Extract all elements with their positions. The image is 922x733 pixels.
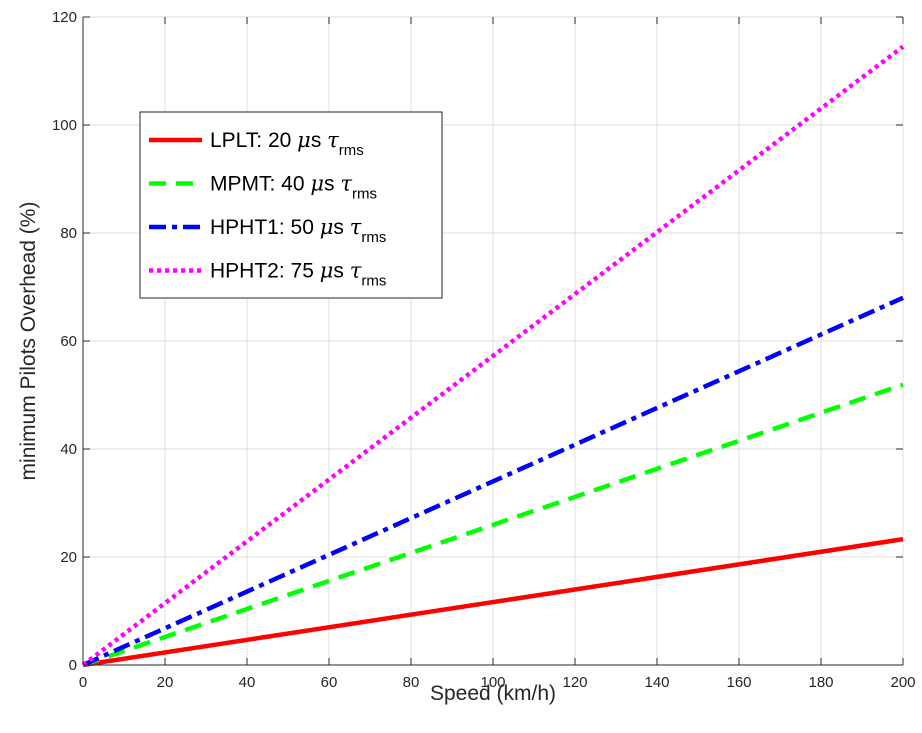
legend-box [139, 111, 443, 299]
legend-label-1: LPLT: 20 μs τrms [210, 128, 364, 159]
tick-labels: 0 20 40 60 80 100 120 140 160 180 200 0 20 40 60 80 100 1… [52, 9, 916, 691]
legend-unit-text: s [311, 129, 327, 152]
legend-label-3: HPHT1: 50 μs τrms [210, 215, 386, 246]
legend-tau-symbol: τ [350, 215, 362, 239]
legend-tau-symbol: τ [340, 172, 352, 196]
x-tick-label: 100 [480, 674, 505, 691]
legend-label-text: LPLT: 20 [210, 129, 297, 152]
legend-mu-symbol: μ [297, 128, 311, 152]
x-tick-label: 80 [403, 674, 420, 691]
legend-label-2: MPMT: 40 μs τrms [210, 172, 377, 203]
y-axis-label: minimum Pilots Overhead (%) [17, 202, 40, 481]
legend-label-text: HPHT2: 75 [210, 260, 320, 283]
legend-tau-symbol: τ [327, 128, 339, 152]
legend-subscript: rms [352, 186, 377, 203]
legend-unit-text: s [333, 260, 349, 283]
series-lines [81, 44, 905, 668]
x-tick-label: 180 [808, 674, 833, 691]
x-tick-label: 120 [562, 674, 587, 691]
legend-mu-symbol: μ [320, 259, 334, 283]
y-tick-label: 80 [60, 225, 77, 242]
y-tick-label: 60 [60, 333, 77, 350]
legend-mu-symbol: μ [320, 215, 334, 239]
series-line-4 [81, 44, 905, 667]
legend-subscript: rms [361, 273, 386, 290]
y-tick-label: 100 [52, 117, 77, 134]
x-tick-label: 40 [239, 674, 256, 691]
legend-label-text: MPMT: 40 [210, 173, 310, 196]
y-tick-label: 20 [60, 549, 77, 566]
x-tick-label: 0 [79, 674, 87, 691]
x-tick-label: 60 [321, 674, 338, 691]
legend-label-4: HPHT2: 75 μs τrms [210, 259, 386, 290]
series-line-1 [82, 536, 904, 668]
y-tick-label: 40 [60, 441, 77, 458]
series-line-2 [82, 382, 904, 668]
legend-subscript: rms [339, 142, 364, 159]
y-tick-label: 120 [52, 9, 77, 26]
x-axis-label: Speed (km/h) [430, 682, 556, 705]
x-tick-label: 160 [726, 674, 751, 691]
legend-label-text: HPHT1: 50 [210, 216, 320, 239]
legend-subscript: rms [361, 229, 386, 246]
series-line-3 [82, 295, 904, 668]
axes [82, 16, 904, 666]
y-tick-label: 0 [69, 657, 77, 674]
x-tick-label: 20 [157, 674, 174, 691]
legend-tau-symbol: τ [350, 259, 362, 283]
legend-unit-text: s [333, 216, 349, 239]
x-tick-label: 140 [644, 674, 669, 691]
x-tick-label: 200 [890, 674, 915, 691]
legend-mu-symbol: μ [310, 172, 324, 196]
legend-unit-text: s [324, 173, 340, 196]
